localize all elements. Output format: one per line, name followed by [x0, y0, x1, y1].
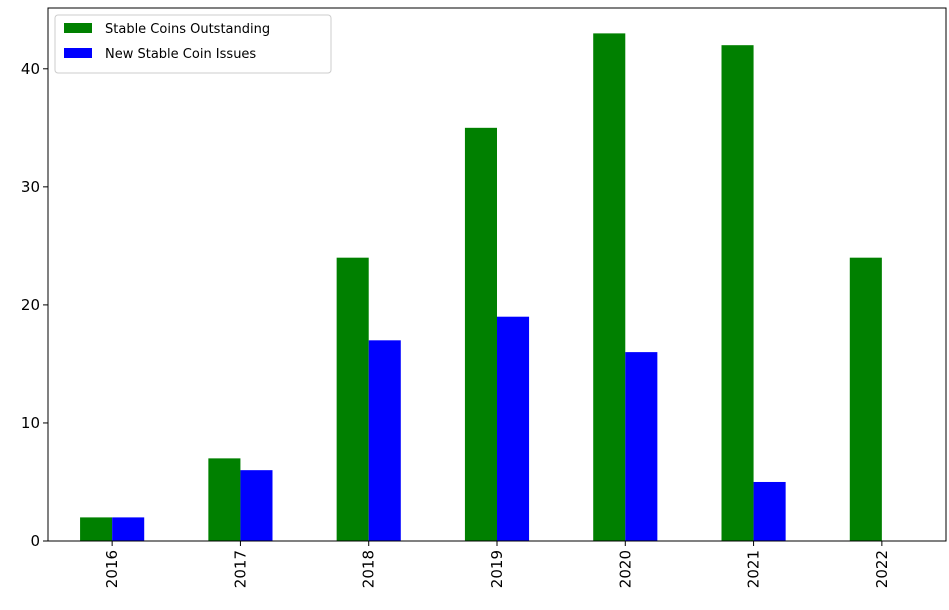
bar	[721, 45, 754, 542]
x-tick-label: 2018	[360, 550, 378, 588]
bar	[464, 127, 497, 541]
bar	[240, 470, 273, 541]
bar	[80, 517, 113, 541]
bar	[625, 352, 658, 541]
x-tick-label: 2020	[616, 550, 634, 588]
y-tick-label: 0	[30, 532, 40, 550]
y-tick-label: 30	[21, 178, 40, 196]
y-tick-label: 20	[21, 296, 40, 314]
x-tick-label: 2019	[488, 550, 506, 588]
legend-swatch	[64, 23, 92, 33]
y-tick-label: 10	[21, 414, 40, 432]
legend-box	[54, 14, 332, 74]
x-tick-label: 2016	[103, 550, 121, 588]
legend: Stable Coins Outstanding New Stable Coin …	[54, 14, 332, 74]
x-tick-label: 2021	[745, 550, 763, 588]
bar	[112, 517, 145, 541]
bar	[208, 458, 241, 541]
bar	[753, 481, 786, 541]
bar	[497, 316, 530, 541]
bar	[368, 340, 401, 541]
plot-frame	[47, 7, 947, 542]
bar	[336, 257, 369, 541]
y-tick-label: 40	[21, 60, 40, 78]
legend-label: New Stable Coin Issues	[105, 47, 256, 62]
x-tick-label: 2022	[873, 550, 891, 588]
bar	[849, 257, 882, 541]
x-tick-label: 2017	[231, 550, 249, 588]
bar	[593, 33, 626, 541]
legend-swatch	[64, 48, 92, 58]
legend-label: Stable Coins Outstanding	[105, 22, 270, 37]
